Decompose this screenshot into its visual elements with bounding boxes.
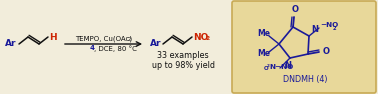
Text: 2: 2: [333, 25, 337, 30]
Text: O: O: [264, 66, 269, 70]
Text: H: H: [49, 33, 57, 41]
Text: 2: 2: [206, 36, 210, 41]
Text: −NO: −NO: [320, 22, 338, 28]
Text: DNDMH (4): DNDMH (4): [283, 75, 327, 84]
Text: N: N: [285, 61, 291, 70]
Text: O: O: [291, 5, 299, 14]
Text: Ar: Ar: [5, 39, 17, 49]
Text: N−NO: N−NO: [269, 64, 293, 70]
Text: Me: Me: [257, 50, 270, 58]
Text: , DCE, 80 °C: , DCE, 80 °C: [94, 45, 137, 52]
Text: O: O: [323, 47, 330, 55]
Text: TEMPO, Cu(OAc): TEMPO, Cu(OAc): [75, 36, 132, 42]
Text: 33 examples: 33 examples: [157, 50, 209, 60]
Text: 2: 2: [267, 64, 270, 68]
Text: 2: 2: [127, 37, 131, 42]
Text: NO: NO: [193, 33, 208, 41]
Text: 4: 4: [90, 45, 94, 51]
Text: Me: Me: [257, 30, 270, 39]
FancyBboxPatch shape: [232, 1, 376, 93]
Text: Ar: Ar: [150, 39, 161, 49]
Text: N: N: [311, 25, 318, 34]
Text: up to 98% yield: up to 98% yield: [152, 61, 214, 69]
